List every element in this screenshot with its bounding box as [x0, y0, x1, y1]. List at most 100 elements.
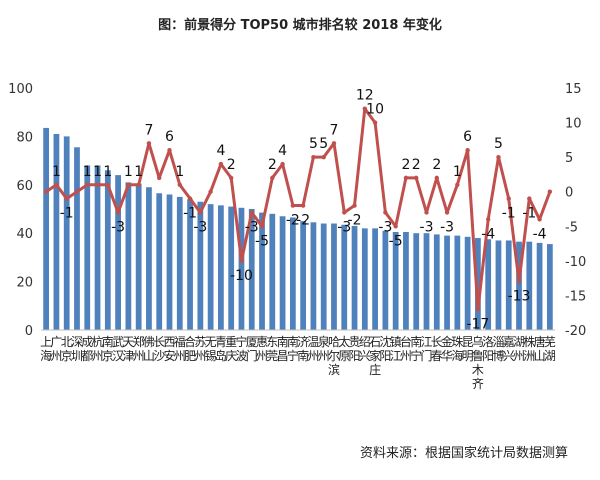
x-tick-label: 京: [61, 349, 73, 363]
line-point: [85, 182, 90, 187]
line-point: [239, 258, 244, 264]
bar: [341, 224, 348, 330]
x-tick-label: 嘉: [503, 335, 515, 349]
data-label: -13: [508, 289, 531, 305]
x-tick-label: 哈: [328, 335, 340, 349]
bar: [516, 241, 522, 330]
bar: [115, 175, 121, 330]
line-point: [126, 182, 131, 187]
x-tick-label: 宁: [235, 334, 247, 349]
x-tick-label: 金: [441, 334, 453, 349]
x-tick-label: 青: [215, 335, 227, 349]
x-tick-label: 湖: [544, 348, 556, 363]
line-point: [64, 196, 69, 201]
data-label: -1: [183, 206, 197, 222]
data-label: 5: [319, 136, 328, 152]
x-tick-labels: 上海广州北京深圳成都杭州南京武汉天津郑州佛山长沙西安福州合肥苏州无锡青岛重庆宁波…: [40, 334, 556, 391]
x-tick-label: 南: [287, 334, 299, 349]
x-tick-label: 合: [184, 334, 196, 349]
line-point: [342, 210, 347, 215]
line-point: [270, 175, 275, 181]
x-tick-label: 乌: [472, 334, 484, 349]
x-tick-label: 太: [338, 334, 350, 349]
x-tick-label: 阳: [482, 349, 494, 363]
data-label: -17: [466, 316, 489, 332]
x-tick-label: 沙: [153, 349, 165, 363]
left-tick-label: 80: [16, 130, 33, 145]
x-tick-label: 圳: [71, 349, 83, 363]
x-tick-label: 尔: [328, 348, 340, 363]
bar: [156, 193, 163, 330]
x-tick-label: 州: [307, 349, 319, 363]
x-tick-label: 州: [92, 349, 104, 363]
bar: [475, 238, 481, 330]
x-tick-label: 木: [472, 363, 484, 377]
x-tick-label: 京: [102, 349, 114, 363]
right-tick-label: 0: [565, 186, 573, 201]
line-point: [331, 141, 337, 146]
bar: [53, 133, 60, 330]
x-tick-label: 南: [297, 348, 309, 363]
bar: [84, 165, 91, 330]
line-points: [43, 106, 553, 312]
data-label: 2: [432, 157, 441, 173]
left-tick-label: 40: [16, 227, 33, 242]
x-tick-label: 泉: [318, 335, 330, 349]
line-point: [300, 203, 306, 208]
bar: [43, 127, 50, 331]
x-tick-label: 阳: [379, 349, 391, 363]
bar: [125, 182, 132, 330]
x-tick-label: 都: [81, 349, 93, 363]
bar: [454, 235, 461, 330]
line-point: [516, 279, 522, 284]
bar: [444, 235, 450, 330]
data-label: -2: [286, 213, 300, 229]
x-tick-label: 重: [225, 335, 237, 349]
line-point: [547, 189, 553, 194]
x-tick-label: 昆: [462, 335, 474, 349]
line-point: [249, 210, 254, 215]
left-axis: 0 20 40 60 80 100: [8, 82, 33, 339]
bar: [248, 209, 255, 330]
bar: [485, 239, 492, 330]
bar: [351, 225, 358, 330]
x-tick-label: 昌: [277, 349, 289, 363]
bar: [269, 213, 276, 330]
bar: [403, 231, 409, 330]
x-tick-label: 济: [297, 334, 309, 349]
bar: [176, 196, 183, 330]
line-point: [167, 148, 172, 153]
right-axis: 15 10 5 0 -5 -10 -15 -20: [565, 82, 586, 339]
line-point: [352, 203, 357, 208]
x-tick-label: 郑: [133, 334, 145, 349]
data-label: 4: [278, 143, 287, 159]
left-tick-label: 100: [8, 82, 33, 97]
bar: [546, 244, 553, 330]
data-label: -3: [440, 219, 454, 235]
chart-title: 图：前景得分 TOP50 城市排名较 2018 年变化: [158, 18, 442, 33]
x-tick-label: 上: [40, 335, 52, 349]
x-tick-label: 湖: [513, 334, 525, 349]
x-tick-label: 海: [451, 348, 463, 363]
x-tick-label: 武: [112, 335, 124, 349]
bar: [361, 228, 368, 330]
x-tick-label: 宁: [410, 348, 422, 363]
x-tick-label: 宁: [287, 348, 299, 363]
x-tick-label: 兴: [503, 349, 515, 363]
x-tick-label: 南: [277, 334, 289, 349]
x-tick-label: 芜: [544, 335, 556, 349]
x-tick-label: 西: [163, 335, 175, 349]
right-tick-label: 10: [565, 117, 582, 132]
x-tick-label: 厦: [246, 335, 258, 349]
value-labels: 1-11 1 1-31 17 61-1-342-10-3-524-2-25 57-3-21…: [52, 88, 547, 333]
line-point: [228, 175, 234, 181]
bar: [135, 183, 142, 330]
line-point: [362, 106, 368, 111]
line-point: [95, 182, 100, 187]
line-point: [455, 182, 460, 187]
x-tick-label: 齐: [472, 376, 484, 391]
line-path: [45, 107, 552, 311]
line-point: [218, 161, 224, 167]
x-tick-label: 岛: [215, 348, 227, 363]
x-tick-label: 兴: [359, 349, 371, 363]
